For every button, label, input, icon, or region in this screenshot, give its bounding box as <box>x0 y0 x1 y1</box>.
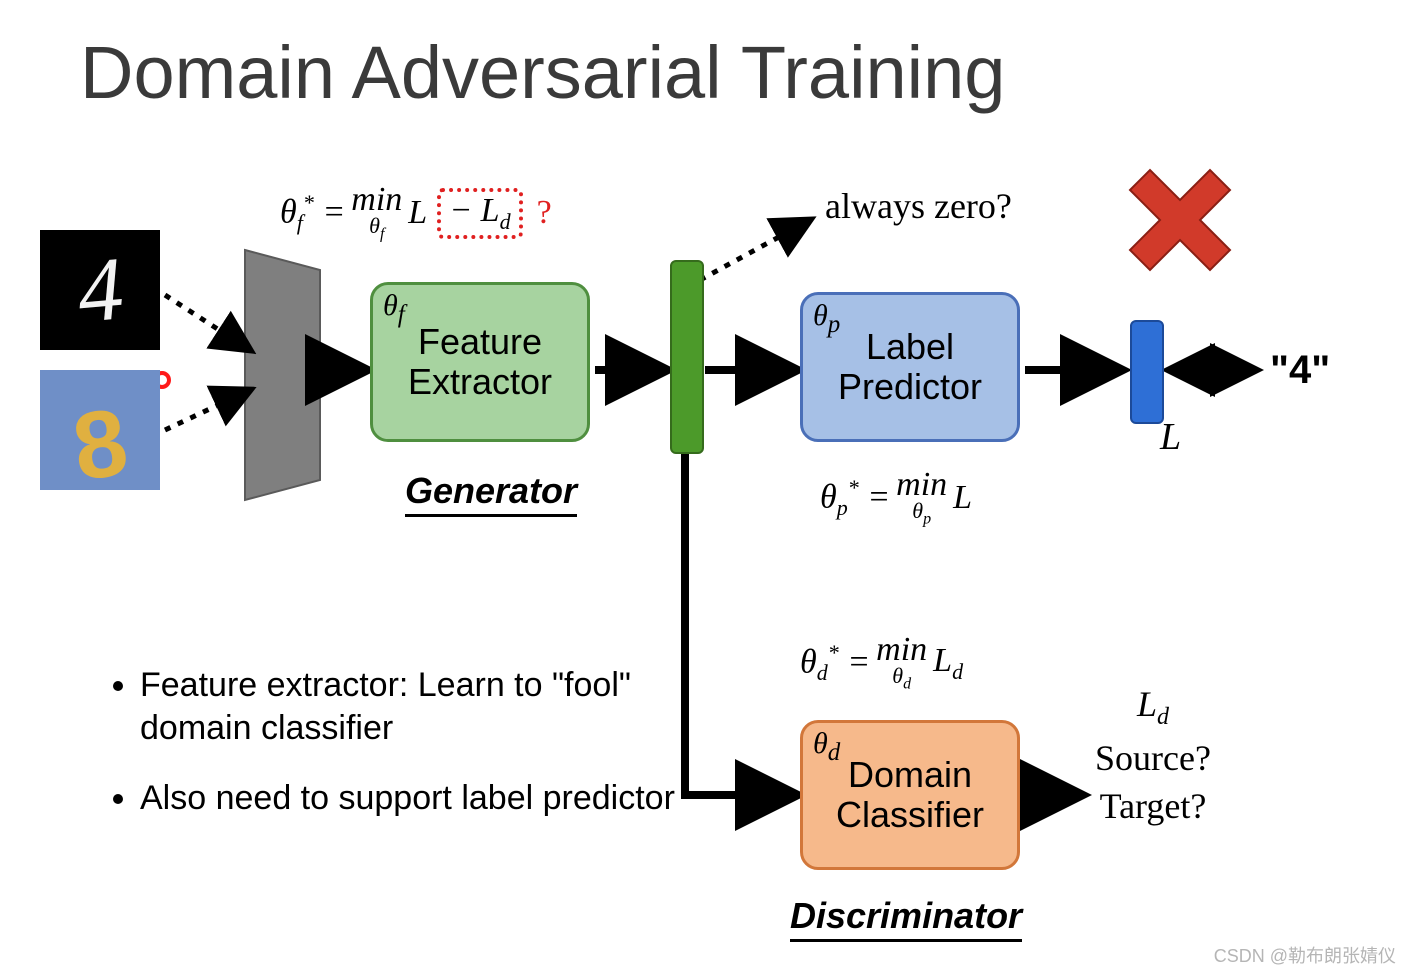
watermark: CSDN @勒布朗张婧仪 <box>1214 942 1396 968</box>
feature-extractor-block: θf Feature Extractor <box>370 282 590 442</box>
dc-param: θd <box>813 727 840 767</box>
input-plate-icon <box>245 250 320 500</box>
lp-line2: Predictor <box>838 367 982 407</box>
arrow-always-zero <box>700 220 810 280</box>
domain-classifier-block: θd Domain Classifier <box>800 720 1020 870</box>
input-tile-top: 4 <box>40 230 160 350</box>
x-mark-icon <box>1130 170 1230 270</box>
arrow-input-top <box>165 295 250 350</box>
loss-L-label: L <box>1160 415 1181 459</box>
output-bar <box>1130 320 1164 424</box>
slide-root: Domain Adversarial Training <box>0 0 1410 978</box>
lp-param: θp <box>813 299 840 339</box>
fe-line1: Feature <box>418 322 542 362</box>
input-tile-bottom: 8 <box>40 370 160 490</box>
always-zero-label: always zero? <box>825 185 1012 227</box>
input-top-glyph: 4 <box>73 237 127 344</box>
input-bottom-glyph: 8 <box>66 388 133 490</box>
generator-label: Generator <box>405 470 577 517</box>
dc-output-labels: Ld Source? Target? <box>1095 680 1211 831</box>
source-label: Source? <box>1095 734 1211 783</box>
fe-line2: Extractor <box>408 362 552 402</box>
lp-line1: Label <box>866 327 954 367</box>
bullet-2: Also need to support label predictor <box>140 777 700 820</box>
label-predictor-block: θp Label Predictor <box>800 292 1020 442</box>
theta-p-equation: θp* = min θp L <box>820 470 972 526</box>
theta-f-q: ? <box>537 194 552 232</box>
fe-param: θf <box>383 289 405 329</box>
bullet-1: Feature extractor: Learn to "fool" domai… <box>140 664 700 749</box>
target-label: Target? <box>1095 782 1211 831</box>
feature-bar <box>670 260 704 454</box>
output-label: "4" <box>1270 348 1330 393</box>
arrow-feature-to-dc <box>685 450 795 795</box>
dc-line1: Domain <box>848 755 972 795</box>
arrow-input-bottom <box>165 390 250 430</box>
bullet-list: Feature extractor: Learn to "fool" domai… <box>100 664 700 848</box>
theta-f-equation: θf* = min θf L − Ld ? <box>280 185 552 241</box>
discriminator-label: Discriminator <box>790 895 1022 942</box>
dc-line2: Classifier <box>836 795 984 835</box>
theta-d-equation: θd* = min θd Ld <box>800 635 963 691</box>
